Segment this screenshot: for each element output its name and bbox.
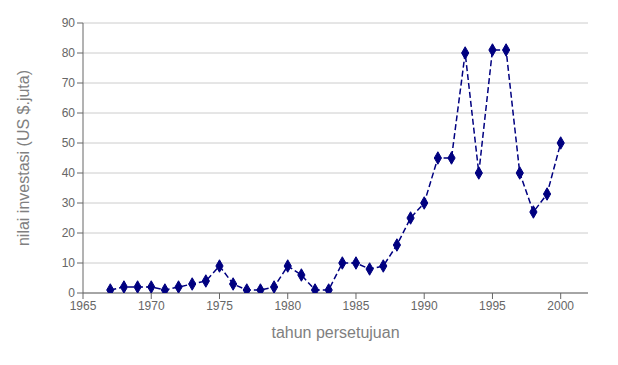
- svg-text:2000: 2000: [547, 299, 574, 313]
- svg-text:10: 10: [62, 256, 76, 270]
- svg-text:1975: 1975: [206, 299, 233, 313]
- svg-text:70: 70: [62, 76, 76, 90]
- svg-text:60: 60: [62, 106, 76, 120]
- svg-text:50: 50: [62, 136, 76, 150]
- svg-text:80: 80: [62, 46, 76, 60]
- svg-text:40: 40: [62, 166, 76, 180]
- svg-text:nilai investasi (US $.juta): nilai investasi (US $.juta): [15, 70, 32, 246]
- svg-text:1970: 1970: [138, 299, 165, 313]
- svg-text:1965: 1965: [70, 299, 97, 313]
- svg-text:1985: 1985: [343, 299, 370, 313]
- svg-text:90: 90: [62, 16, 76, 30]
- svg-text:30: 30: [62, 196, 76, 210]
- svg-text:1980: 1980: [274, 299, 301, 313]
- svg-text:20: 20: [62, 226, 76, 240]
- svg-text:1990: 1990: [411, 299, 438, 313]
- svg-text:1995: 1995: [479, 299, 506, 313]
- svg-text:tahun persetujuan: tahun persetujuan: [271, 324, 399, 341]
- svg-text:0: 0: [68, 286, 75, 300]
